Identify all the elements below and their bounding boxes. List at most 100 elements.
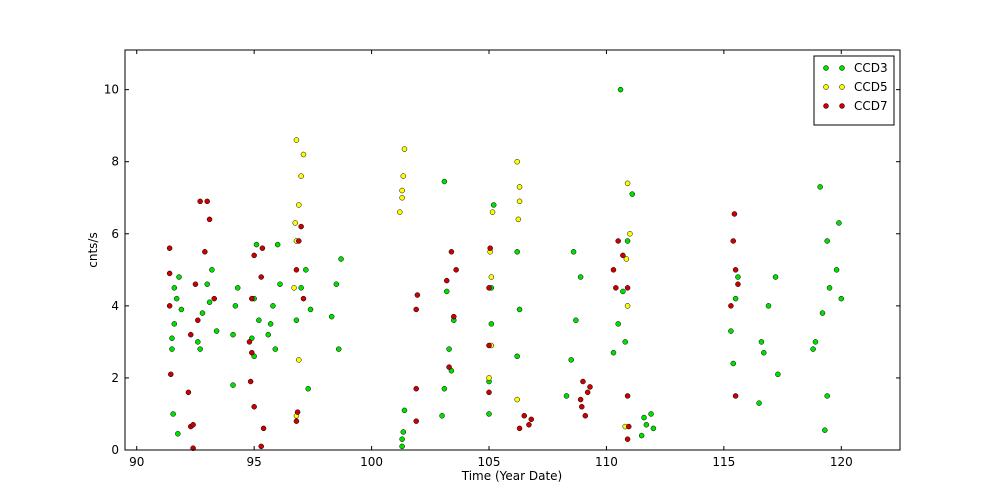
point (439, 413, 445, 419)
point (577, 396, 584, 403)
point (204, 198, 210, 205)
point (486, 285, 492, 291)
point (209, 267, 215, 273)
point (206, 299, 213, 306)
point (610, 267, 617, 273)
point (259, 245, 266, 251)
point (230, 331, 236, 338)
point (197, 198, 203, 205)
point (443, 277, 450, 284)
legend-marker (839, 103, 845, 109)
point (610, 349, 617, 356)
point (731, 211, 738, 217)
point (400, 429, 407, 435)
point (260, 425, 267, 432)
point (836, 220, 842, 226)
x-tick-label: 115 (712, 455, 735, 469)
point (516, 425, 523, 432)
point (195, 317, 201, 324)
point (413, 385, 419, 392)
point (300, 295, 307, 302)
point (728, 328, 734, 334)
point (486, 342, 492, 349)
point (175, 431, 181, 437)
point (448, 249, 455, 255)
point (176, 274, 182, 280)
point (246, 339, 253, 345)
point (528, 416, 535, 423)
point (650, 425, 657, 432)
point (761, 349, 767, 356)
point (615, 238, 621, 244)
point (648, 411, 654, 417)
point (641, 414, 647, 421)
point (296, 202, 302, 208)
point (300, 151, 307, 158)
point (489, 209, 496, 215)
point (765, 303, 772, 309)
point (173, 295, 180, 302)
x-tick-label: 105 (478, 455, 501, 469)
point (443, 288, 450, 295)
x-tick-label: 90 (129, 455, 144, 469)
point (256, 317, 262, 324)
point (294, 409, 301, 415)
point (730, 238, 737, 244)
x-tick-label: 120 (830, 455, 853, 469)
x-tick-label: 100 (360, 455, 383, 469)
point (615, 321, 621, 327)
point (624, 436, 631, 442)
point (580, 378, 586, 385)
point (171, 321, 178, 327)
point (232, 303, 239, 309)
point (772, 274, 779, 280)
point (171, 285, 178, 291)
point (202, 249, 208, 255)
point (399, 194, 405, 201)
point (291, 285, 297, 291)
point (822, 427, 828, 433)
point (253, 241, 260, 248)
point (620, 288, 626, 295)
point (206, 216, 213, 223)
point (486, 375, 492, 381)
point (211, 295, 217, 302)
point (838, 295, 845, 302)
point (626, 423, 632, 430)
point (277, 281, 283, 287)
point (514, 396, 520, 403)
point (819, 310, 826, 316)
point (166, 245, 173, 251)
point (333, 281, 340, 287)
legend-label: CCD5 (854, 80, 888, 94)
point (258, 274, 264, 280)
point (817, 184, 823, 190)
point (446, 364, 452, 370)
y-tick-label: 0 (111, 443, 119, 457)
point (584, 389, 591, 396)
point (514, 353, 520, 360)
plot-frame (124, 49, 901, 451)
point (338, 256, 344, 262)
point (399, 436, 405, 442)
point (514, 158, 520, 165)
point (623, 256, 630, 262)
point (441, 178, 448, 185)
point (258, 443, 264, 450)
point (516, 306, 523, 313)
point (305, 385, 311, 392)
point (587, 384, 593, 390)
point (516, 184, 523, 190)
point (521, 413, 527, 419)
point (563, 393, 570, 399)
point (293, 317, 300, 324)
point (188, 331, 194, 338)
point (251, 404, 257, 410)
point (328, 313, 335, 320)
point (168, 371, 174, 378)
point (758, 339, 765, 345)
point (629, 191, 636, 197)
point (185, 389, 192, 396)
point (451, 313, 457, 320)
